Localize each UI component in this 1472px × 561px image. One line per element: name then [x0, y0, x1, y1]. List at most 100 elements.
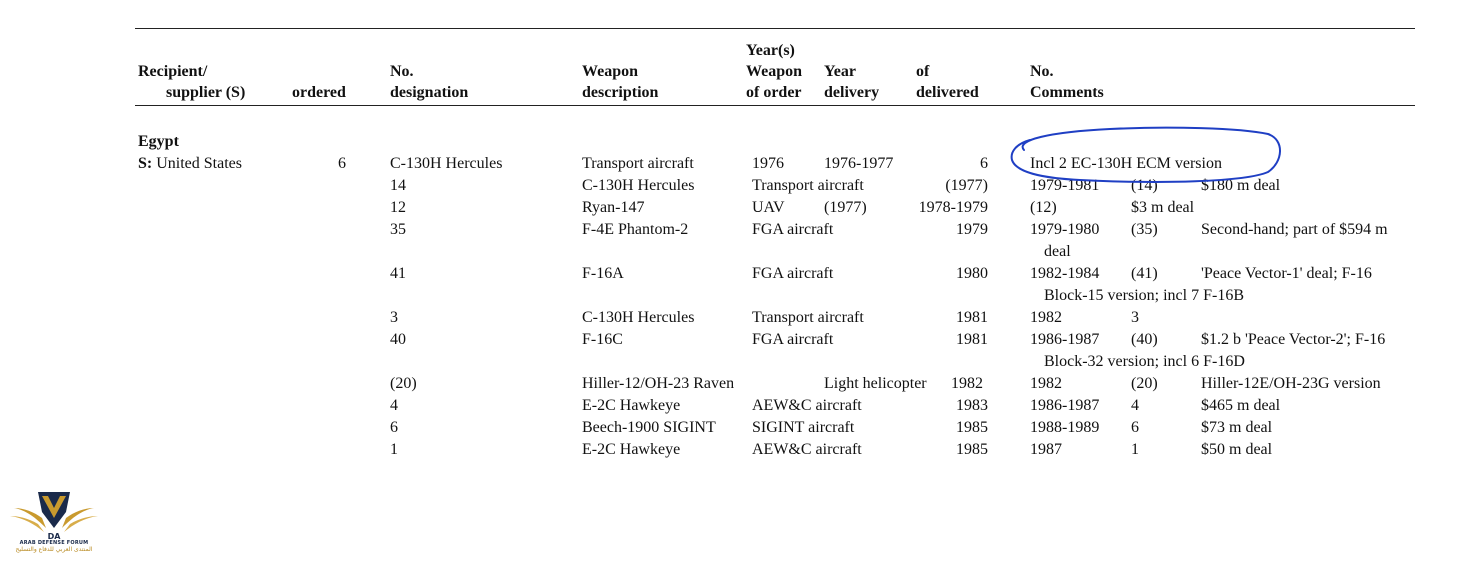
cell-col3: SIGINT aircraft [752, 419, 855, 436]
forum-logo: DA ARAB DEFENSE FORUM المنتدى العربي للد… [8, 488, 100, 558]
cell-col3b: (1977) [824, 199, 867, 216]
cell-col4: 1979 [956, 221, 988, 238]
cell-col5: 1988-1989 [1030, 419, 1100, 436]
cell-col5: 1979-1981 [1030, 177, 1100, 194]
cell-col7: Second-hand; part of $594 m [1201, 221, 1388, 238]
cell-col3: Transport aircraft [752, 177, 864, 194]
cell-ordered: 6 [338, 155, 346, 172]
cell-col3: FGA aircraft [752, 221, 834, 238]
cell-col5: 1987 [1030, 441, 1062, 458]
cell-col6: (40) [1131, 331, 1158, 348]
header-delivered: delivered [916, 84, 979, 101]
cell-col7: 'Peace Vector-1' deal; F-16 [1201, 265, 1372, 282]
cell-col4: 1980 [956, 265, 988, 282]
cell-col1: 14 [390, 177, 406, 194]
header-ordered: ordered [292, 84, 346, 101]
eagle-emblem-icon: DA [10, 492, 98, 541]
supplier-label: S: United States [138, 153, 242, 175]
cell-delivered: 6 [980, 155, 988, 172]
cell-col3: AEW&C aircraft [752, 397, 862, 414]
cell-col4: 1983 [956, 397, 988, 414]
cell-col3: AEW&C aircraft [752, 441, 862, 458]
cell-col3: FGA aircraft [752, 331, 834, 348]
header-description: description [582, 84, 659, 101]
cell-col6: 6 [1131, 419, 1139, 436]
country-heading: Egypt [138, 133, 179, 150]
cell-col2: C-130H Hercules [582, 309, 695, 326]
cell-col2: C-130H Hercules [582, 177, 695, 194]
cell-description: Transport aircraft [582, 155, 694, 172]
cell-col1: 40 [390, 331, 406, 348]
cell-col7: $50 m deal [1201, 441, 1273, 458]
cell-order-year: 1976 [752, 155, 784, 172]
cell-col2: E-2C Hawkeye [582, 441, 681, 458]
cell-col5: 1979-1980 [1030, 221, 1100, 238]
cell-col7: $3 m deal [1131, 199, 1195, 216]
cell-col1: (20) [390, 375, 417, 392]
header-years-2: Weapon [746, 63, 803, 80]
cell-col1: 35 [390, 221, 406, 238]
cell-col3b: Light helicopter [824, 375, 927, 392]
cell-col6: 1 [1131, 441, 1139, 458]
cell-continuation: Block-32 version; incl 6 F-16D [1044, 353, 1245, 370]
cell-col2: E-2C Hawkeye [582, 397, 681, 414]
cell-col6: (41) [1131, 265, 1158, 282]
cell-col2: Ryan-147 [582, 199, 645, 216]
cell-col6: 3 [1131, 309, 1139, 326]
cell-designation: C-130H Hercules [390, 155, 503, 172]
cell-col6: (20) [1131, 375, 1158, 392]
cell-col4: 1985 [956, 419, 988, 436]
header-recipient-1: Recipient/ [138, 63, 208, 80]
cell-col5: 1986-1987 [1030, 331, 1100, 348]
cell-col4: 1981 [956, 309, 988, 326]
cell-col7: Hiller-12E/OH-23G version [1201, 375, 1381, 392]
logo-name-ar: المنتدى العربي للدفاع والتسليح [15, 546, 93, 553]
cell-col3: UAV [752, 199, 785, 216]
cell-col4: 1978-1979 [918, 199, 988, 216]
header-comments-1: No. [1030, 63, 1054, 80]
cell-col2: Beech-1900 SIGINT [582, 419, 716, 436]
cell-col2: F-4E Phantom-2 [582, 221, 689, 238]
cell-col1: 41 [390, 265, 406, 282]
cell-col7: $465 m deal [1201, 397, 1281, 414]
cell-col3: Transport aircraft [752, 309, 864, 326]
cell-col5: (12) [1030, 199, 1057, 216]
header-of: of [916, 63, 930, 80]
header-years-3: of order [746, 84, 802, 101]
cell-col5: 1982 [1030, 309, 1062, 326]
cell-comment: Incl 2 EC-130H ECM version [1030, 155, 1222, 172]
cell-col7: $73 m deal [1201, 419, 1273, 436]
header-delivery: delivery [824, 84, 880, 101]
cell-col1: 12 [390, 199, 406, 216]
logo-name-en: ARAB DEFENSE FORUM [19, 540, 89, 546]
cell-col6: (35) [1131, 221, 1158, 238]
cell-col2: F-16C [582, 331, 623, 348]
cell-col7: $1.2 b 'Peace Vector-2'; F-16 [1201, 331, 1386, 348]
header-bottom-rule [135, 105, 1415, 106]
header-recipient-2: supplier (S) [166, 84, 246, 101]
cell-col1: 4 [390, 397, 398, 414]
cell-continuation: Block-15 version; incl 7 F-16B [1044, 287, 1244, 304]
supplier-name: United States [156, 155, 242, 172]
cell-col4: (1977) [945, 177, 988, 194]
cell-col1: 3 [390, 309, 398, 326]
cell-col4: 1982 [951, 375, 983, 392]
logo-badge: DA [48, 532, 62, 541]
header-weapon-1: Weapon [582, 63, 639, 80]
cell-col1: 1 [390, 441, 398, 458]
header-comments-2: Comments [1030, 84, 1104, 101]
cell-col2: Hiller-12/OH-23 Raven [582, 375, 735, 392]
cell-col6: (14) [1131, 177, 1158, 194]
header-year-1: Year [824, 63, 856, 80]
cell-delivery: 1976-1977 [824, 155, 894, 172]
cell-col5: 1986-1987 [1030, 397, 1100, 414]
top-rule [135, 28, 1415, 29]
cell-col6: 4 [1131, 397, 1139, 414]
cell-col3: FGA aircraft [752, 265, 834, 282]
header-no-1: No. [390, 63, 414, 80]
header-years-1: Year(s) [746, 42, 795, 59]
header-designation: designation [390, 84, 469, 101]
supplier-prefix: S: [138, 155, 153, 172]
cell-continuation: deal [1044, 243, 1071, 260]
cell-col2: F-16A [582, 265, 624, 282]
